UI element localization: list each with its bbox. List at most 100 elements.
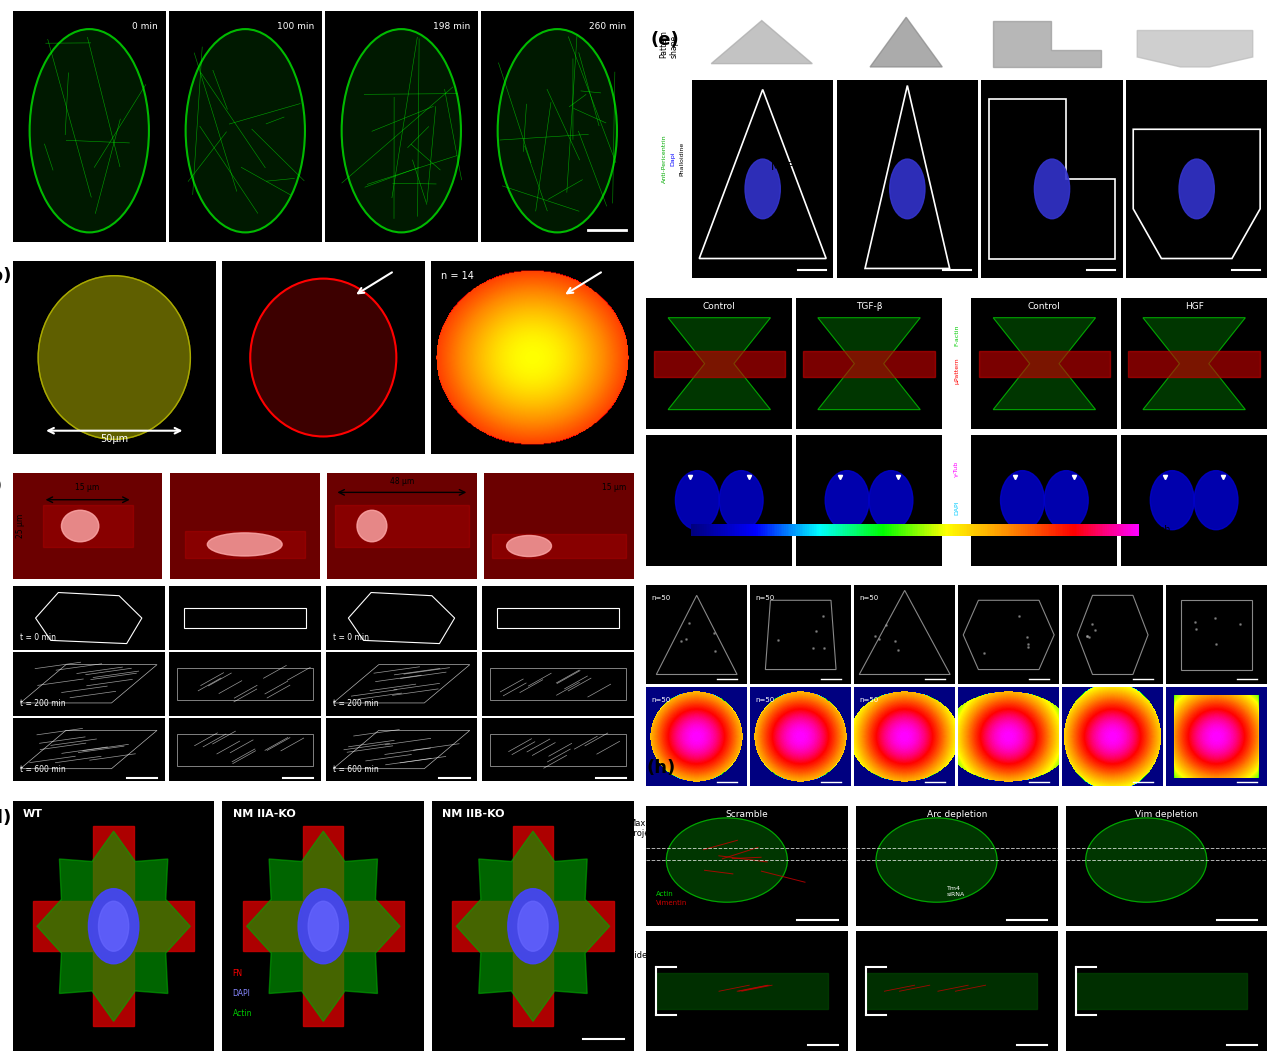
Polygon shape bbox=[870, 17, 942, 67]
Ellipse shape bbox=[1044, 470, 1088, 530]
Bar bbox=[452, 902, 613, 952]
Ellipse shape bbox=[719, 470, 763, 530]
Text: 50μm: 50μm bbox=[100, 434, 128, 444]
Text: 100 min: 100 min bbox=[276, 22, 314, 31]
Ellipse shape bbox=[1179, 159, 1215, 219]
Text: 198 min: 198 min bbox=[433, 22, 470, 31]
Ellipse shape bbox=[1034, 159, 1070, 219]
Ellipse shape bbox=[745, 159, 781, 219]
Bar bbox=[42, 506, 133, 547]
Bar bbox=[177, 734, 314, 766]
Polygon shape bbox=[1137, 31, 1253, 67]
Text: (g): (g) bbox=[646, 547, 676, 565]
Text: 0 min: 0 min bbox=[132, 22, 159, 31]
Ellipse shape bbox=[498, 29, 617, 233]
Ellipse shape bbox=[1194, 470, 1238, 530]
Text: t = 600 min: t = 600 min bbox=[333, 765, 379, 774]
Text: (b): (b) bbox=[0, 267, 12, 285]
Ellipse shape bbox=[518, 902, 548, 952]
Ellipse shape bbox=[676, 470, 719, 530]
Text: F-actin: F-actin bbox=[954, 324, 959, 346]
Polygon shape bbox=[37, 832, 191, 1022]
Bar bbox=[243, 902, 404, 952]
Text: NM IIA-KO: NM IIA-KO bbox=[233, 808, 296, 819]
Polygon shape bbox=[457, 832, 609, 1022]
Text: n=50: n=50 bbox=[755, 698, 774, 703]
Polygon shape bbox=[993, 20, 1101, 67]
Text: t = 600 min: t = 600 min bbox=[20, 765, 67, 774]
Text: 15 μm: 15 μm bbox=[602, 483, 626, 493]
Text: DAPI: DAPI bbox=[954, 500, 959, 515]
Ellipse shape bbox=[1001, 470, 1044, 530]
Polygon shape bbox=[668, 318, 771, 410]
Text: n = 14: n = 14 bbox=[442, 271, 474, 281]
Text: Dapi: Dapi bbox=[671, 152, 676, 167]
Text: n=50: n=50 bbox=[859, 698, 878, 703]
Polygon shape bbox=[993, 318, 1096, 410]
Ellipse shape bbox=[308, 902, 338, 952]
Text: (d): (d) bbox=[0, 808, 12, 826]
Bar bbox=[979, 350, 1110, 377]
Text: t = 0 min: t = 0 min bbox=[20, 633, 56, 643]
Text: 260 min: 260 min bbox=[589, 22, 626, 31]
Ellipse shape bbox=[890, 159, 925, 219]
Text: (h): (h) bbox=[646, 759, 676, 777]
Bar bbox=[303, 826, 343, 1026]
Text: High: High bbox=[1148, 525, 1171, 535]
Text: t = 200 min: t = 200 min bbox=[20, 699, 67, 708]
Bar bbox=[184, 609, 306, 628]
Text: HGF: HGF bbox=[1185, 302, 1203, 311]
Ellipse shape bbox=[186, 29, 305, 233]
Text: Tm4
siRNA: Tm4 siRNA bbox=[947, 887, 965, 897]
Text: DAPI: DAPI bbox=[233, 990, 251, 998]
Ellipse shape bbox=[29, 29, 148, 233]
Bar bbox=[334, 506, 470, 547]
Bar bbox=[657, 973, 828, 1009]
Text: (c): (c) bbox=[0, 477, 3, 495]
Ellipse shape bbox=[826, 470, 869, 530]
Ellipse shape bbox=[99, 902, 129, 952]
Polygon shape bbox=[247, 832, 399, 1022]
Ellipse shape bbox=[667, 818, 787, 903]
Ellipse shape bbox=[298, 889, 348, 964]
Ellipse shape bbox=[357, 510, 387, 542]
Text: γ-Tub: γ-Tub bbox=[954, 461, 959, 477]
Ellipse shape bbox=[869, 470, 913, 530]
Polygon shape bbox=[1143, 318, 1245, 410]
Polygon shape bbox=[712, 20, 813, 64]
Text: 25 μm: 25 μm bbox=[15, 514, 24, 538]
Ellipse shape bbox=[507, 535, 552, 556]
Bar bbox=[489, 668, 626, 700]
Text: Phalloidine: Phalloidine bbox=[680, 142, 685, 176]
Bar bbox=[492, 534, 626, 558]
Text: Low: Low bbox=[663, 525, 682, 535]
Text: n=50: n=50 bbox=[859, 596, 878, 601]
Bar bbox=[489, 734, 626, 766]
Text: Pattern
shape: Pattern shape bbox=[659, 30, 678, 57]
Ellipse shape bbox=[61, 510, 99, 542]
Text: Anti-Pericentrin: Anti-Pericentrin bbox=[662, 135, 667, 184]
Text: Actin: Actin bbox=[233, 1009, 252, 1018]
Ellipse shape bbox=[876, 818, 997, 903]
Ellipse shape bbox=[88, 889, 138, 964]
Text: Scramble: Scramble bbox=[726, 809, 768, 819]
Text: MDCK: MDCK bbox=[1078, 161, 1111, 172]
Bar bbox=[184, 531, 305, 558]
Text: NM IIB-KO: NM IIB-KO bbox=[443, 808, 504, 819]
Text: t = 0 min: t = 0 min bbox=[333, 633, 369, 643]
Bar bbox=[177, 668, 314, 700]
Text: Maximum
projection: Maximum projection bbox=[627, 819, 671, 838]
Text: n=50: n=50 bbox=[652, 596, 671, 601]
Bar bbox=[1129, 350, 1260, 377]
Text: 48 μm: 48 μm bbox=[389, 477, 413, 486]
Text: MCF10A: MCF10A bbox=[771, 161, 817, 172]
Polygon shape bbox=[818, 318, 920, 410]
Text: n=50: n=50 bbox=[652, 698, 671, 703]
Bar bbox=[867, 973, 1037, 1009]
Bar bbox=[1075, 973, 1247, 1009]
Ellipse shape bbox=[1085, 818, 1207, 903]
Text: Control: Control bbox=[703, 302, 736, 311]
Bar bbox=[804, 350, 934, 377]
Text: Actin: Actin bbox=[657, 891, 675, 897]
Bar bbox=[33, 902, 195, 952]
